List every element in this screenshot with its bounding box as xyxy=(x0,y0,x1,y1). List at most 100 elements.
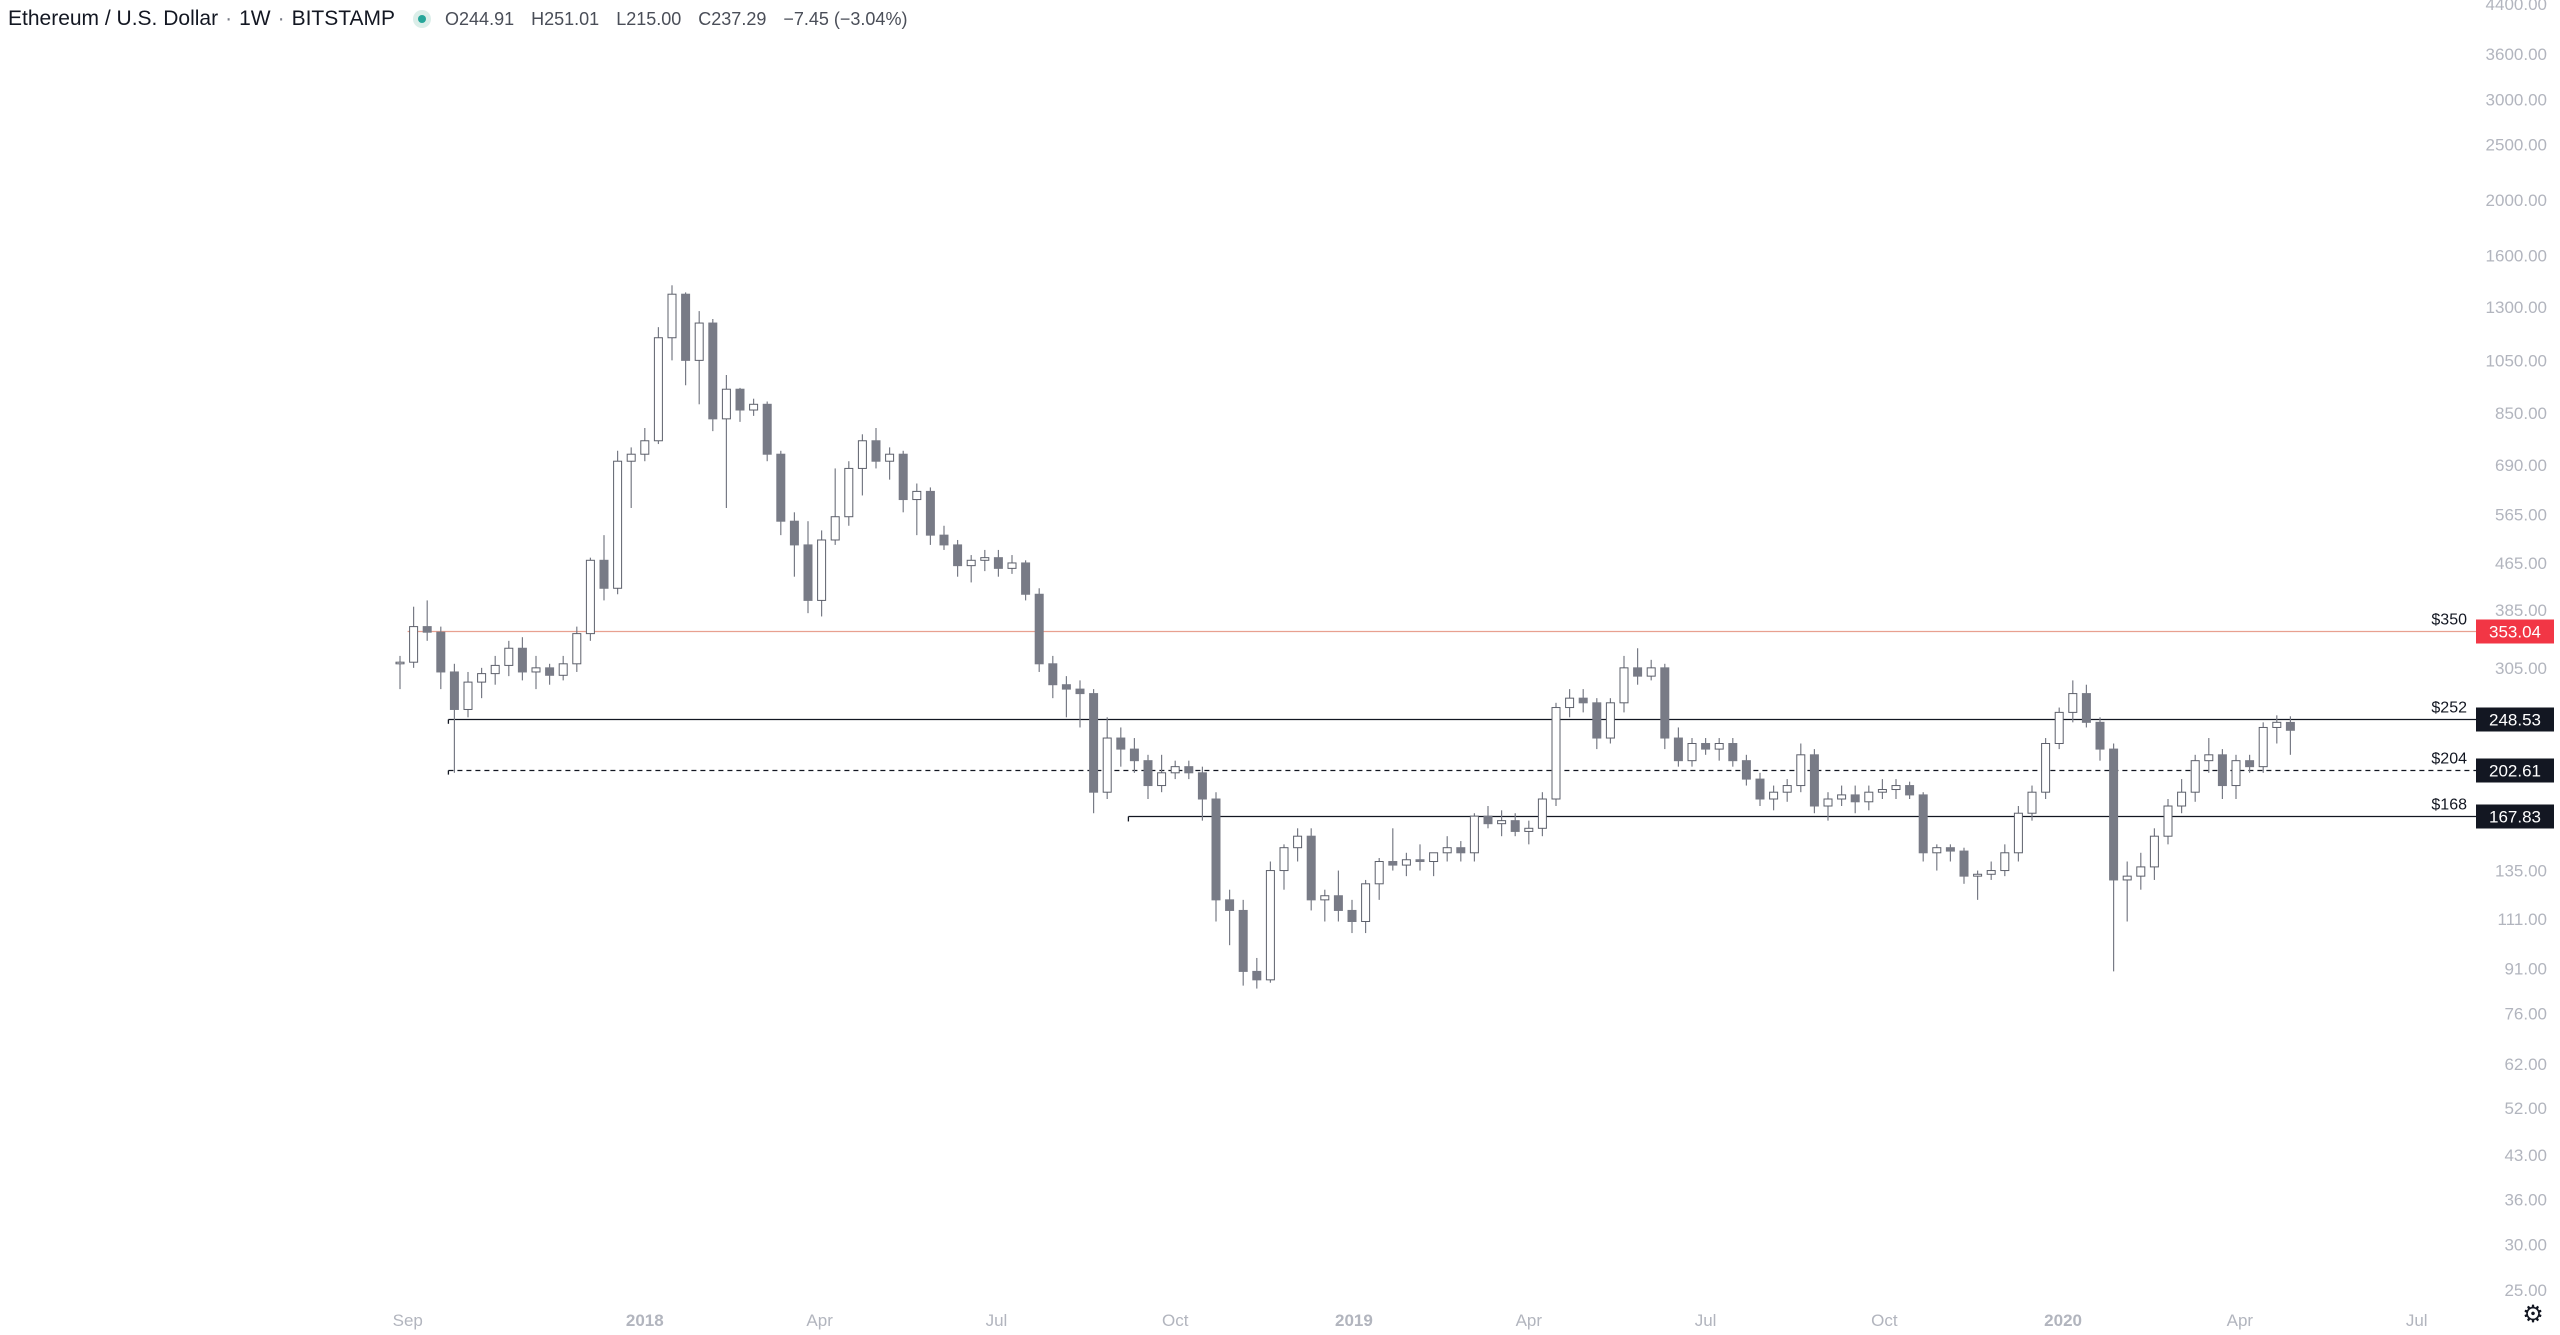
candle-body xyxy=(463,681,473,710)
candle-body xyxy=(966,559,976,567)
candle-body xyxy=(2136,866,2146,877)
price-tag xyxy=(2476,758,2554,783)
y-tick-label: 305.00 xyxy=(2495,659,2547,678)
candle-body xyxy=(2163,805,2173,837)
candle-body xyxy=(1211,798,1221,901)
candle-body xyxy=(817,539,827,601)
level-label: $168 xyxy=(2431,797,2467,814)
candle-body xyxy=(1252,970,1262,981)
candle-body xyxy=(844,467,854,518)
candle-body xyxy=(1510,820,1520,832)
candle-body xyxy=(993,557,1003,569)
x-tick-label: Jul xyxy=(1695,1311,1717,1330)
candle-body xyxy=(1945,847,1955,852)
candle-body xyxy=(1061,684,1071,690)
price-tag-label: 202.61 xyxy=(2489,762,2541,781)
y-tick-label: 3600.00 xyxy=(2486,45,2547,64)
candle-body xyxy=(735,388,745,411)
candle-body xyxy=(1293,835,1303,849)
candle-body xyxy=(1034,593,1044,665)
candle-body xyxy=(1932,847,1942,854)
candle-body xyxy=(749,403,759,411)
candle-body xyxy=(1565,697,1575,709)
candle-body xyxy=(830,516,840,541)
interval[interactable]: 1W xyxy=(239,7,271,30)
candle-body xyxy=(2204,754,2214,762)
gear-icon[interactable]: ⚙ xyxy=(2522,1300,2544,1328)
candle-body xyxy=(1823,798,1833,807)
price-tag xyxy=(2476,804,2554,829)
y-tick-label: 850.00 xyxy=(2495,404,2547,423)
price-axis[interactable]: 4400.00 3600.00 3000.00 2500.00 2000.00 1600.… xyxy=(2486,0,2547,1300)
ohlc-values: O244.91 H251.01 L215.00 C237.29 −7.45 (−… xyxy=(445,9,919,30)
candle-body xyxy=(1170,766,1180,774)
candle-body xyxy=(1497,820,1507,825)
x-tick-label: Oct xyxy=(1871,1311,1898,1330)
level-lines: $350 $252 $204 $168 xyxy=(407,612,2476,822)
y-tick-label: 565.00 xyxy=(2495,506,2547,525)
low-value: L215.00 xyxy=(616,8,682,29)
change-value: −7.45 (−3.04%) xyxy=(783,8,908,29)
candle-body xyxy=(1048,663,1058,686)
candle-body xyxy=(1007,562,1017,569)
y-tick-label: 25.00 xyxy=(2504,1281,2547,1300)
market-status-icon[interactable] xyxy=(413,10,432,28)
candle-body xyxy=(409,626,419,663)
separator: · xyxy=(225,7,233,30)
candle-body xyxy=(2245,760,2255,768)
y-tick-label: 4400.00 xyxy=(2486,0,2547,14)
candle-body xyxy=(1469,815,1479,854)
candle-body xyxy=(2109,748,2119,881)
candle-body xyxy=(436,631,446,673)
candle-body xyxy=(1796,754,1806,787)
candle-body xyxy=(1687,743,1697,762)
time-axis[interactable]: Sep2018AprJulOct2019AprJulOct2020AprJulO… xyxy=(393,1311,2560,1330)
candle-body xyxy=(1238,909,1248,972)
candle-body xyxy=(953,544,963,567)
y-tick-label: 91.00 xyxy=(2504,960,2547,979)
candle-body xyxy=(1905,785,1915,796)
candle-body xyxy=(504,647,514,666)
candle-body xyxy=(599,559,609,589)
candle-body xyxy=(1388,861,1398,866)
price-tag-label: 248.53 xyxy=(2489,711,2541,730)
candle-body xyxy=(1524,827,1534,832)
candle-body xyxy=(572,633,582,665)
candle-body xyxy=(2027,791,2037,814)
candle-body xyxy=(762,403,772,455)
candle-body xyxy=(531,667,541,673)
candle-body xyxy=(1401,859,1411,866)
candle-body xyxy=(939,534,949,546)
chart-legend: Ethereum / U.S. Dollar · 1W · BITSTAMP O… xyxy=(8,4,919,34)
candle-body xyxy=(1714,743,1724,750)
candle-body xyxy=(1986,870,1996,875)
candle-body xyxy=(558,663,568,676)
candle-body xyxy=(422,626,432,633)
candle-body xyxy=(2217,754,2227,787)
y-tick-label: 111.00 xyxy=(2498,910,2547,929)
y-tick-label: 3000.00 xyxy=(2486,90,2547,109)
candle-body xyxy=(653,337,663,442)
y-tick-label: 36.00 xyxy=(2504,1190,2547,1209)
y-tick-label: 2000.00 xyxy=(2486,191,2547,210)
candle-body xyxy=(2054,711,2064,745)
candle-body xyxy=(2041,743,2051,793)
candle-body xyxy=(1143,760,1153,787)
candle-body xyxy=(1361,883,1371,922)
candle-body xyxy=(1619,667,1629,704)
candle-body xyxy=(1605,702,1615,739)
candle-body xyxy=(1075,688,1085,695)
candle-body xyxy=(2000,852,2010,872)
candle-body xyxy=(1837,794,1847,800)
y-tick-label: 1300.00 xyxy=(2486,298,2547,317)
symbol-name[interactable]: Ethereum / U.S. Dollar xyxy=(8,7,219,30)
price-tag xyxy=(2476,619,2554,644)
x-tick-label: Oct xyxy=(1162,1311,1189,1330)
y-tick-label: 30.00 xyxy=(2504,1236,2547,1255)
candle-body xyxy=(1673,737,1683,762)
y-tick-label: 62.00 xyxy=(2504,1055,2547,1074)
candle-body xyxy=(1456,847,1466,854)
candle-body xyxy=(1850,794,1860,803)
candle-body xyxy=(613,460,623,589)
